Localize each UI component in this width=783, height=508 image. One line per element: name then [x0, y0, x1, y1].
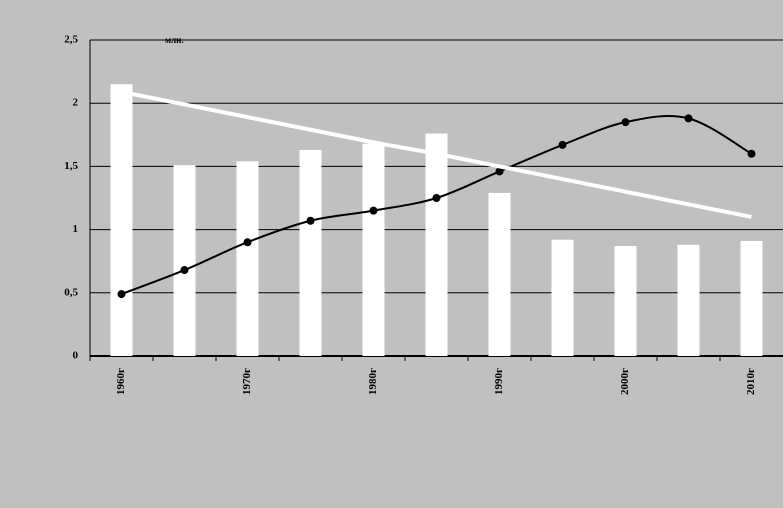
line-marker: [621, 118, 630, 127]
line-marker: [558, 140, 567, 149]
y-tick-label: 0: [73, 350, 79, 362]
bar: [110, 84, 133, 357]
y-tick-label: 0,5: [64, 286, 78, 298]
bar: [677, 244, 700, 356]
y-tick-label: 1,5: [64, 160, 78, 172]
line-marker: [495, 167, 504, 176]
bar: [236, 161, 259, 356]
line-marker: [432, 194, 441, 202]
bar: [551, 239, 574, 356]
line-marker: [117, 290, 126, 299]
bar: [362, 143, 385, 356]
x-tick-label: 1980г: [367, 368, 379, 395]
y-tick-label: 2: [73, 97, 79, 109]
x-tick-label: 1970г: [241, 368, 253, 395]
x-tick-label: 2010г: [745, 368, 757, 395]
x-tick-label: 1960г: [115, 368, 127, 395]
y-tick-label: 1: [73, 223, 79, 235]
bar: [173, 165, 196, 356]
line-marker: [369, 206, 378, 215]
line: [121, 89, 752, 219]
bar: [740, 240, 763, 356]
line-marker: [306, 216, 315, 225]
bar: [614, 246, 637, 356]
bar: [299, 149, 322, 356]
line-marker: [747, 149, 756, 158]
bar: [488, 192, 511, 356]
line-marker: [180, 266, 189, 275]
y-tick-label: 2,5: [64, 34, 78, 46]
line-marker: [243, 238, 252, 247]
x-tick-label: 2000г: [619, 368, 631, 395]
line-marker: [684, 114, 693, 123]
x-tick-label: 1990г: [493, 368, 505, 395]
bar: [425, 133, 448, 356]
